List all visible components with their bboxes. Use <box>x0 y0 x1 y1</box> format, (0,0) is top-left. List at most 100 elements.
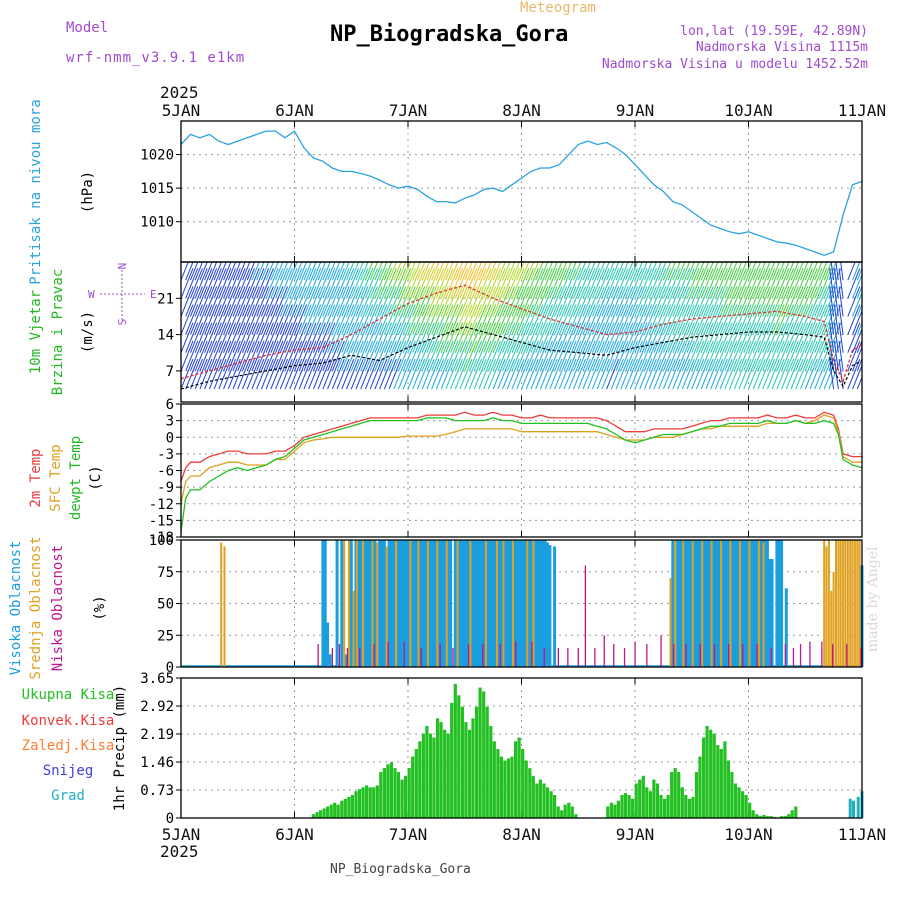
wind-barb <box>795 304 809 335</box>
wind-barb <box>601 268 615 299</box>
precip-bar <box>411 756 415 818</box>
wind-barb <box>327 322 341 353</box>
wind-barb <box>181 286 194 317</box>
wind-barb <box>464 262 473 281</box>
wind-barb <box>521 358 534 390</box>
cloud-bar-high <box>326 622 330 667</box>
precip-bar <box>694 772 699 818</box>
wind-barb <box>705 358 719 390</box>
wind-barb <box>194 340 208 372</box>
precip-bar <box>446 733 450 818</box>
precip-bar <box>765 816 769 818</box>
cloud-bar-low <box>699 644 701 667</box>
wind-barb <box>459 322 473 353</box>
wind-barb <box>473 340 487 372</box>
wind-barb <box>364 358 378 390</box>
wind-barb <box>525 322 539 353</box>
wind-barb <box>317 262 326 281</box>
wind-barb <box>691 340 705 372</box>
wind-barb <box>487 340 501 372</box>
wind-barb <box>596 304 610 335</box>
wind-barb <box>833 340 839 371</box>
cloud-bar-low <box>373 644 375 667</box>
wind-barb <box>544 322 558 353</box>
wind-barb <box>686 340 700 372</box>
wind-speed-line <box>180 326 863 390</box>
wind-barb <box>606 262 615 281</box>
wind-barb <box>360 286 374 317</box>
wind-barb <box>818 268 832 299</box>
cloud-bar-mid <box>701 540 704 667</box>
precip-bar <box>638 779 642 818</box>
wind-barb <box>738 358 752 390</box>
wind-barb <box>223 304 237 335</box>
wind-barb <box>402 262 412 281</box>
wind-ylabel-2: Brzina i Pravac <box>50 269 66 395</box>
wind-barb <box>790 304 804 335</box>
wind-barb <box>577 286 591 317</box>
wind-barb <box>416 268 430 299</box>
wind-barb <box>643 268 657 299</box>
wind-barb <box>204 304 218 335</box>
wind-barb <box>492 322 506 353</box>
wind-barb <box>189 268 203 299</box>
wind-barb <box>383 268 397 299</box>
wind-barb <box>852 273 862 299</box>
wind-barb <box>204 286 218 317</box>
wind-barb <box>412 304 426 335</box>
precip-bar <box>428 733 433 818</box>
wind-barb <box>412 286 426 317</box>
wind-barb <box>421 340 435 372</box>
wind-barb <box>445 286 459 317</box>
wind-barb <box>341 286 355 317</box>
wind-barb <box>454 322 468 353</box>
wind-barb <box>714 340 728 372</box>
wind-barb <box>757 322 771 353</box>
precip-bar <box>414 749 418 818</box>
precip-bar <box>482 691 486 818</box>
wind-barb <box>610 268 624 299</box>
wind-barb <box>790 262 799 281</box>
wind-barb <box>823 268 837 299</box>
wind-barb <box>549 340 563 372</box>
cloud-ylabel-mid: Srednja Oblacnost <box>28 536 44 679</box>
wind-barb <box>213 268 227 299</box>
wind-barb <box>615 322 629 353</box>
precip-ylabel: 1hr Precip (mm) <box>112 685 128 811</box>
wind-barb <box>336 286 350 317</box>
cloud-bar-high <box>413 540 417 667</box>
wind-barb <box>653 340 667 372</box>
wind-barb <box>213 358 227 390</box>
wind-barb <box>818 262 828 281</box>
wind-barb <box>237 358 251 390</box>
precip-bar <box>787 814 791 818</box>
wind-barb <box>516 322 530 353</box>
wind-barb <box>795 262 804 281</box>
wind-barb <box>497 304 511 335</box>
wind-barb <box>393 286 407 317</box>
wind-barb <box>530 340 544 372</box>
cloud-bar-high <box>479 540 483 667</box>
precip-bar <box>521 749 525 818</box>
precip-bar <box>322 808 326 818</box>
wind-barb <box>833 322 839 353</box>
wind-barb <box>558 358 572 390</box>
wind-barb <box>346 358 359 390</box>
precip-legend-1: Konvek.Kisa <box>22 713 115 729</box>
wind-barb <box>223 358 237 390</box>
wind-barb <box>795 322 809 353</box>
wind-barb <box>762 262 771 281</box>
cloud-bar-low <box>742 644 744 667</box>
wind-barb <box>748 358 761 390</box>
cloud-bar-high <box>697 540 701 667</box>
wind-barb <box>648 322 662 353</box>
cloud-bar-low <box>515 641 517 667</box>
wind-barb <box>719 358 733 390</box>
precip-bar <box>726 760 730 818</box>
wind-barb <box>511 358 525 390</box>
precip-bar <box>705 725 709 818</box>
wind-barb <box>776 358 790 390</box>
wind-barb <box>312 268 326 299</box>
wind-barb <box>587 340 601 372</box>
wind-barb <box>677 286 691 317</box>
